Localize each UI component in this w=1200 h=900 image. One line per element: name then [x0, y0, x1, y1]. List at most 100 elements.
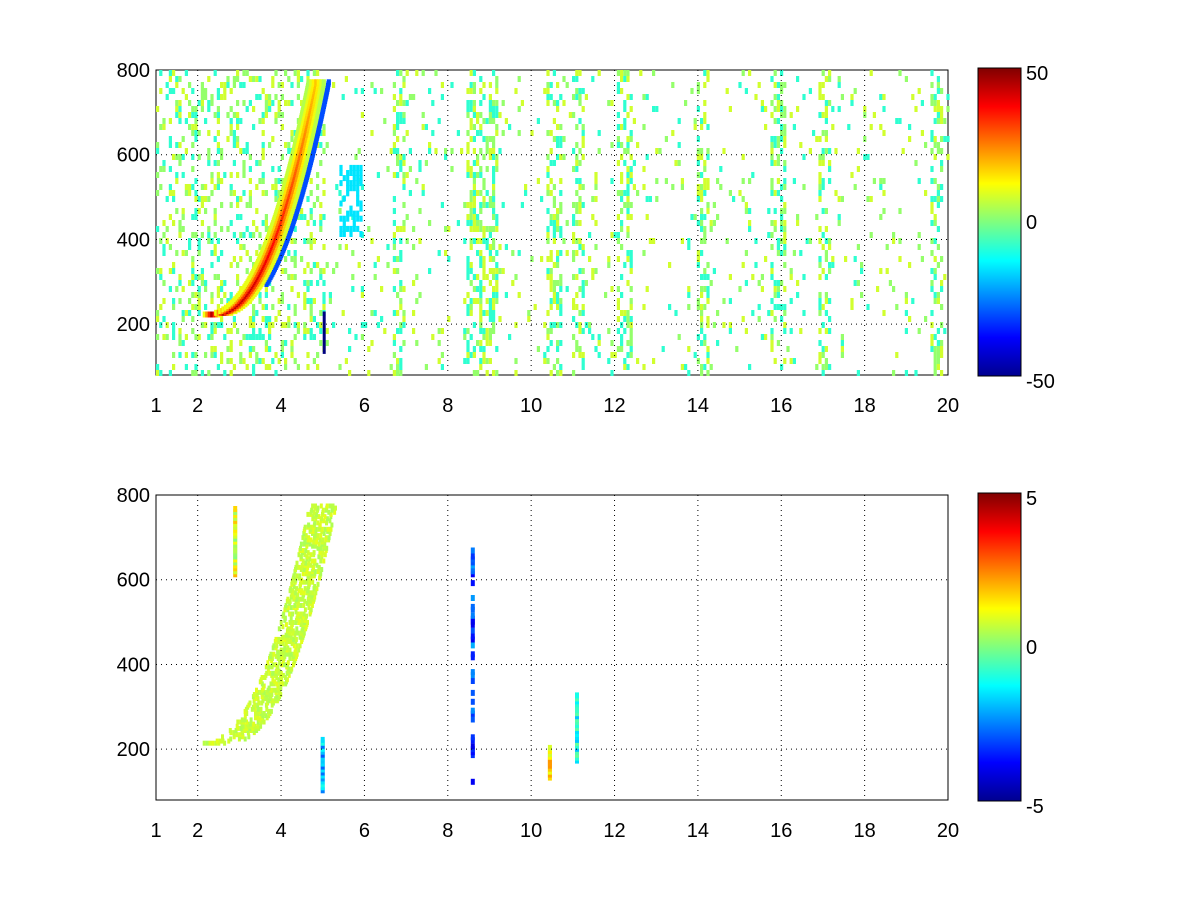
heatmap-cell [482, 346, 486, 352]
top-y-tick-label: 200 [117, 314, 150, 336]
ridge-cell [317, 564, 321, 570]
heatmap-cell [818, 226, 822, 232]
heatmap-cell [546, 94, 550, 100]
ridge-cell [291, 620, 295, 625]
heatmap-cell [165, 94, 169, 100]
ridge-cell [300, 588, 304, 594]
heatmap-cell [207, 232, 211, 238]
heatmap-cell [543, 322, 547, 328]
heatmap-cell [552, 100, 556, 106]
heatmap-cell [511, 250, 515, 256]
heatmap-cell [488, 112, 492, 118]
heatmap-cell [866, 154, 870, 160]
heatmap-cell [479, 226, 483, 232]
heatmap-cell [527, 316, 531, 322]
heatmap-cell [770, 232, 774, 238]
ridge-cell [290, 666, 294, 672]
heatmap-cell [773, 220, 777, 226]
streak-cell [470, 651, 475, 658]
heatmap-cell [757, 82, 761, 88]
streak-cell [233, 506, 238, 512]
heatmap-cell [466, 268, 470, 274]
heatmap-cell [552, 364, 556, 370]
heatmap-cell [172, 70, 176, 76]
heatmap-cell [703, 112, 707, 118]
heatmap-cell [824, 364, 828, 370]
ridge-cell [236, 719, 240, 725]
heatmap-cell [412, 244, 416, 250]
heatmap-cell [908, 262, 912, 268]
ridge-cell [298, 573, 302, 579]
heatmap-cell [594, 184, 598, 190]
heatmap-cell [197, 130, 201, 136]
heatmap-cell [492, 142, 496, 148]
ridge-cell [247, 734, 251, 740]
patch-cell [352, 225, 356, 232]
heatmap-cell [930, 196, 934, 202]
heatmap-cell [172, 364, 176, 370]
heatmap-cell [293, 322, 297, 328]
heatmap-cell [204, 196, 208, 202]
heatmap-cell [623, 364, 627, 370]
heatmap-cell [242, 100, 246, 106]
bottom-colorbar-tick-label: 5 [1026, 488, 1037, 510]
heatmap-cell [488, 316, 492, 322]
heatmap-cell [293, 262, 297, 268]
heatmap-cell [172, 154, 176, 160]
top-colorbar-tick-label: 50 [1026, 63, 1048, 85]
heatmap-cell [293, 274, 297, 280]
heatmap-cell [399, 118, 403, 124]
ridge-cell [260, 681, 264, 687]
heatmap-cell [700, 292, 704, 298]
heatmap-cell [757, 304, 761, 310]
heatmap-cell [626, 208, 630, 214]
heatmap-cell [655, 178, 659, 184]
heatmap-cell [687, 346, 691, 352]
heatmap-cell [232, 76, 236, 82]
heatmap-cell [498, 112, 502, 118]
patch-cell [352, 164, 356, 171]
heatmap-cell [556, 358, 560, 364]
patch-cell [356, 190, 360, 197]
heatmap-cell [332, 268, 336, 274]
ridge-cell [289, 634, 293, 640]
heatmap-cell [885, 244, 889, 250]
heatmap-cell [428, 220, 432, 226]
heatmap-cell [188, 124, 192, 130]
ridge-cell [295, 626, 299, 632]
heatmap-cell [351, 250, 355, 256]
heatmap-cell [316, 262, 320, 268]
heatmap-cell [303, 214, 307, 220]
heatmap-cell [879, 124, 883, 130]
heatmap-cell [437, 328, 441, 334]
heatmap-cell [917, 178, 921, 184]
heatmap-cell [492, 370, 496, 376]
ridge-cell [235, 732, 239, 738]
heatmap-cell [876, 286, 880, 292]
heatmap-cell [581, 124, 585, 130]
heatmap-cell [277, 112, 281, 118]
heatmap-cell [917, 244, 921, 250]
heatmap-cell [623, 358, 627, 364]
ridge-cell [320, 516, 324, 522]
heatmap-cell [552, 160, 556, 166]
heatmap-cell [312, 334, 316, 340]
ridge-cell [311, 590, 315, 596]
heatmap-cell [216, 94, 220, 100]
heatmap-cell [376, 322, 380, 328]
ridge-cell [284, 632, 288, 638]
heatmap-cell [296, 82, 300, 88]
heatmap-cell [312, 298, 316, 304]
heatmap-cell [770, 154, 774, 160]
heatmap-cell [728, 190, 732, 196]
heatmap-cell [178, 274, 182, 280]
heatmap-cell [728, 328, 732, 334]
heatmap-cell [770, 178, 774, 184]
heatmap-cell [578, 310, 582, 316]
ridge-cell [323, 526, 327, 532]
heatmap-cell [469, 100, 473, 106]
heatmap-cell [770, 100, 774, 106]
heatmap-cell [194, 304, 198, 310]
heatmap-cell [159, 124, 163, 130]
heatmap-cell [181, 250, 185, 256]
